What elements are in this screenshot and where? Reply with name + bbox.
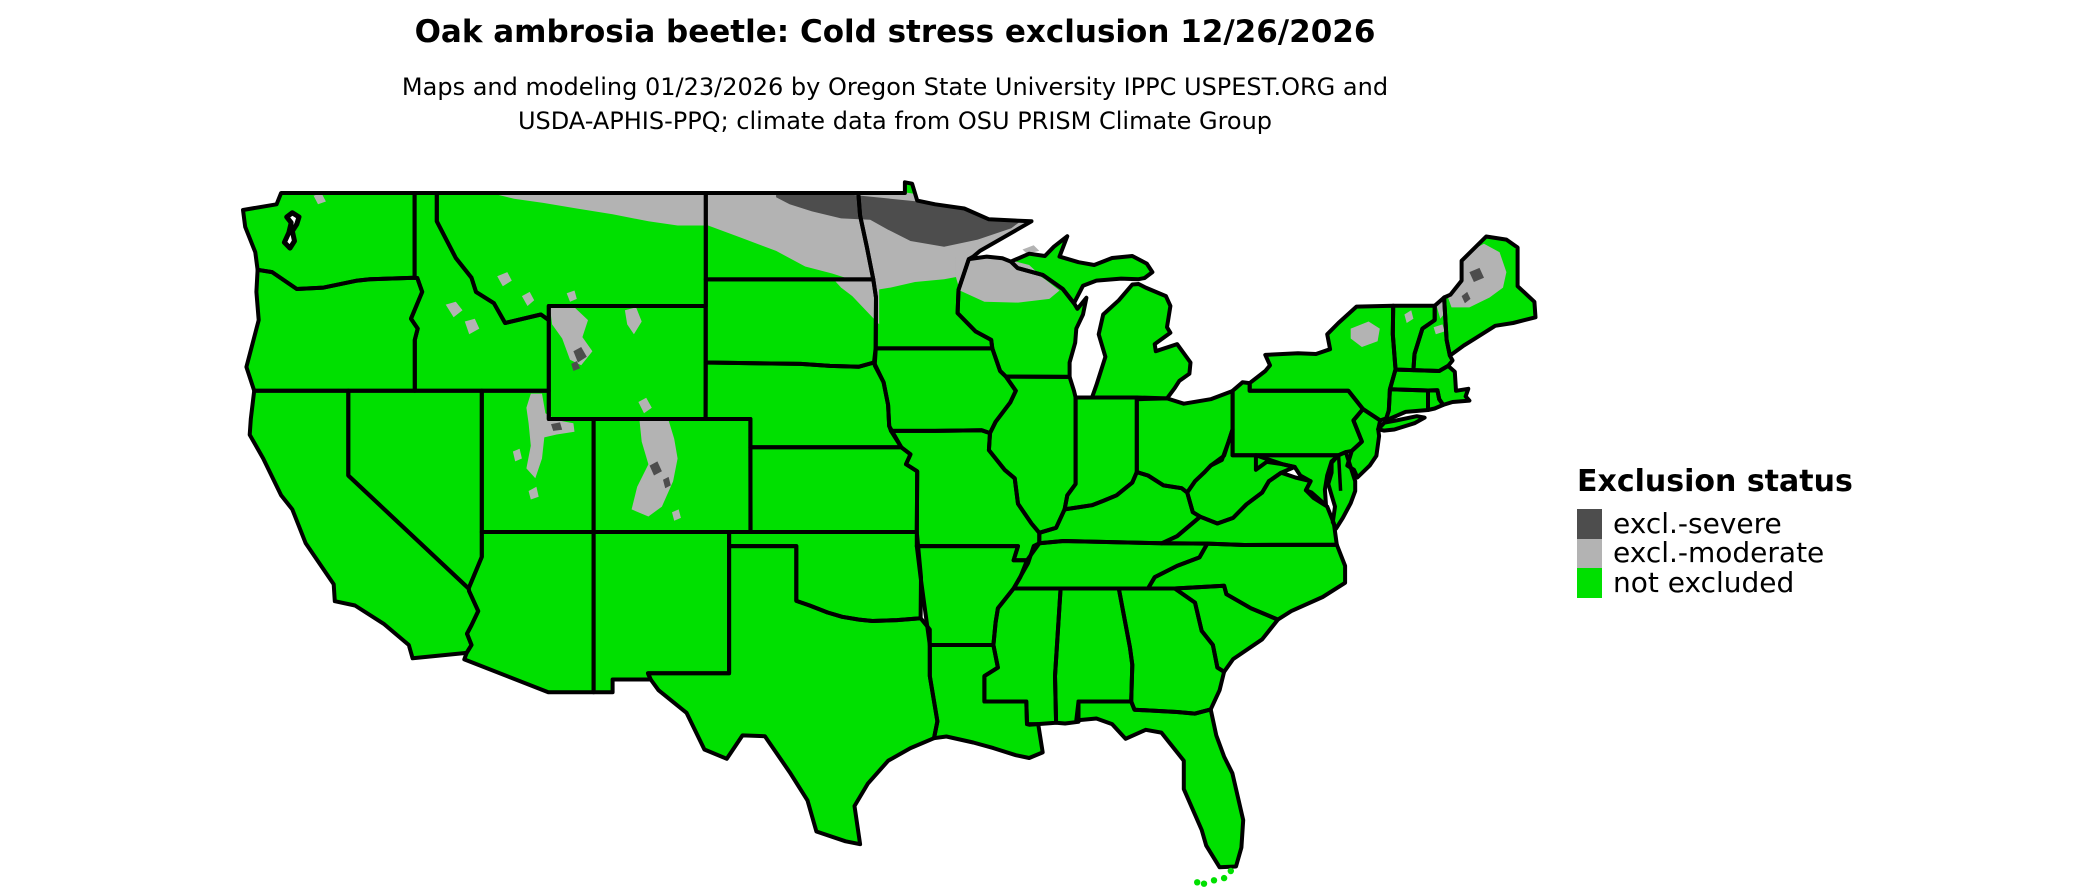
state-border-dmv: [1326, 450, 1358, 531]
state-fill-tn: [1013, 541, 1208, 589]
florida-keys-dot: [1227, 867, 1235, 875]
state-fill-id: [411, 193, 549, 391]
exclusion-patch-moderate: [526, 393, 575, 479]
exclusion-patch-moderate: [672, 509, 681, 521]
exclusion-patch-severe: [1461, 291, 1471, 304]
legend-item-not-excluded: not excluded: [1577, 568, 1853, 598]
exclusion-patch-moderate: [512, 448, 522, 462]
state-fill-li: [1378, 416, 1425, 431]
exclusion-patch-moderate: [497, 272, 512, 287]
header: Oak ambrosia beetle: Cold stress exclusi…: [0, 14, 1790, 138]
state-fill-sd: [705, 279, 876, 367]
exclusion-patch-severe: [1469, 267, 1484, 282]
state-border-az: [462, 530, 596, 695]
page-title: Oak ambrosia beetle: Cold stress exclusi…: [414, 14, 1376, 50]
exclusion-patch-moderate: [521, 291, 535, 306]
delaware-border-line: [1336, 455, 1343, 491]
state-border-me: [1442, 234, 1538, 358]
state-fill-va: [1161, 472, 1337, 545]
state-fill-mt: [436, 193, 706, 323]
state-fill-ms: [984, 588, 1061, 725]
state-fill-wv: [1187, 429, 1295, 524]
exclusion-patch-moderate: [832, 277, 880, 325]
state-fill-il: [988, 376, 1076, 533]
state-fill-nc: [1148, 543, 1346, 620]
state-border-li: [1376, 414, 1427, 433]
state-fill-ks: [750, 447, 918, 532]
state-fill-vt: [1392, 305, 1435, 371]
state-fill-ca: [249, 390, 479, 659]
state-fill-milp: [1092, 284, 1191, 399]
exclusion-patch-moderate: [1433, 324, 1445, 335]
state-borders-layer: [241, 180, 1538, 870]
exclusion-patch-severe: [649, 461, 662, 476]
exclusion-patch-moderate: [638, 397, 652, 414]
state-fill-ky: [1039, 472, 1201, 544]
exclusion-patch-moderate: [1404, 310, 1414, 323]
state-fill-mo: [891, 430, 1040, 561]
exclusion-patch-moderate: [487, 187, 707, 226]
puget-sound-water: [281, 210, 302, 251]
state-border-tx: [646, 544, 940, 847]
exclusion-patch-moderate: [445, 301, 463, 318]
florida-keys-dot: [1220, 874, 1228, 882]
state-fill-ma: [1389, 365, 1470, 405]
state-fill-al: [1055, 588, 1133, 724]
state-fill-in: [1064, 397, 1137, 510]
state-fill-nm: [593, 532, 730, 693]
state-fill-ne: [705, 362, 902, 448]
state-fill-ok: [729, 532, 921, 621]
state-border-miup: [1008, 234, 1155, 306]
exclusion-patch-severe: [551, 422, 563, 431]
state-fills-layer: [243, 182, 1536, 868]
florida-keys-dot: [1210, 877, 1218, 884]
state-border-fl: [1074, 699, 1246, 870]
island-patch-moderate: [1022, 245, 1040, 254]
exclusion-patch-severe: [663, 476, 671, 489]
state-fill-az: [464, 532, 594, 693]
legend: Exclusion status excl.-severe excl.-mode…: [1577, 466, 1853, 598]
exclusion-patch-moderate: [1350, 321, 1380, 347]
exclusion-patch-moderate: [566, 290, 577, 302]
legend-item-label: excl.-severe: [1613, 506, 1782, 540]
state-fill-ia: [874, 348, 1016, 434]
state-fill-ct: [1386, 389, 1428, 420]
legend-item-label: excl.-moderate: [1613, 536, 1825, 570]
severe-swatch: [1577, 509, 1602, 539]
moderate-swatch: [1577, 538, 1602, 569]
state-fill-pa: [1232, 382, 1363, 456]
exclusion-patch-severe: [573, 347, 587, 363]
state-fill-miup: [1010, 236, 1153, 304]
state-fill-fl: [1076, 701, 1244, 868]
legend-item-label: not excluded: [1613, 565, 1795, 599]
subtitle-line-2: USDA-APHIS-PPQ; climate data from OSU PR…: [517, 107, 1273, 135]
exclusion-patch-moderate: [955, 256, 1060, 303]
exclusion-patch-moderate: [464, 318, 480, 335]
exclusion-patch-moderate: [624, 307, 642, 335]
florida-keys-dot: [1200, 880, 1208, 887]
exclusion-patch-moderate: [528, 486, 539, 500]
not-excluded-swatch: [1577, 568, 1602, 598]
state-fill-sc: [1174, 585, 1278, 672]
subtitle-line-1: Maps and modeling 01/23/2026 by Oregon S…: [401, 73, 1389, 101]
state-fill-md: [1255, 455, 1339, 506]
state-fill-or: [246, 269, 423, 391]
state-fill-nv: [348, 390, 482, 589]
exclusion-patch-moderate: [313, 193, 326, 205]
florida-keys-dot: [1194, 879, 1201, 886]
exclusion-patch-severe: [776, 187, 1032, 247]
state-border-ga: [1116, 586, 1227, 716]
state-border-milp: [1090, 282, 1193, 401]
legend-item-severe: excl.-severe: [1577, 509, 1853, 539]
state-fill-wy: [548, 306, 706, 419]
legend-title: Exclusion status: [1577, 464, 1853, 499]
state-fill-ar: [916, 546, 1027, 645]
exclusion-patch-severe: [571, 361, 581, 371]
legend-item-moderate: excl.-moderate: [1577, 536, 1853, 570]
state-fill-nh: [1413, 297, 1453, 371]
